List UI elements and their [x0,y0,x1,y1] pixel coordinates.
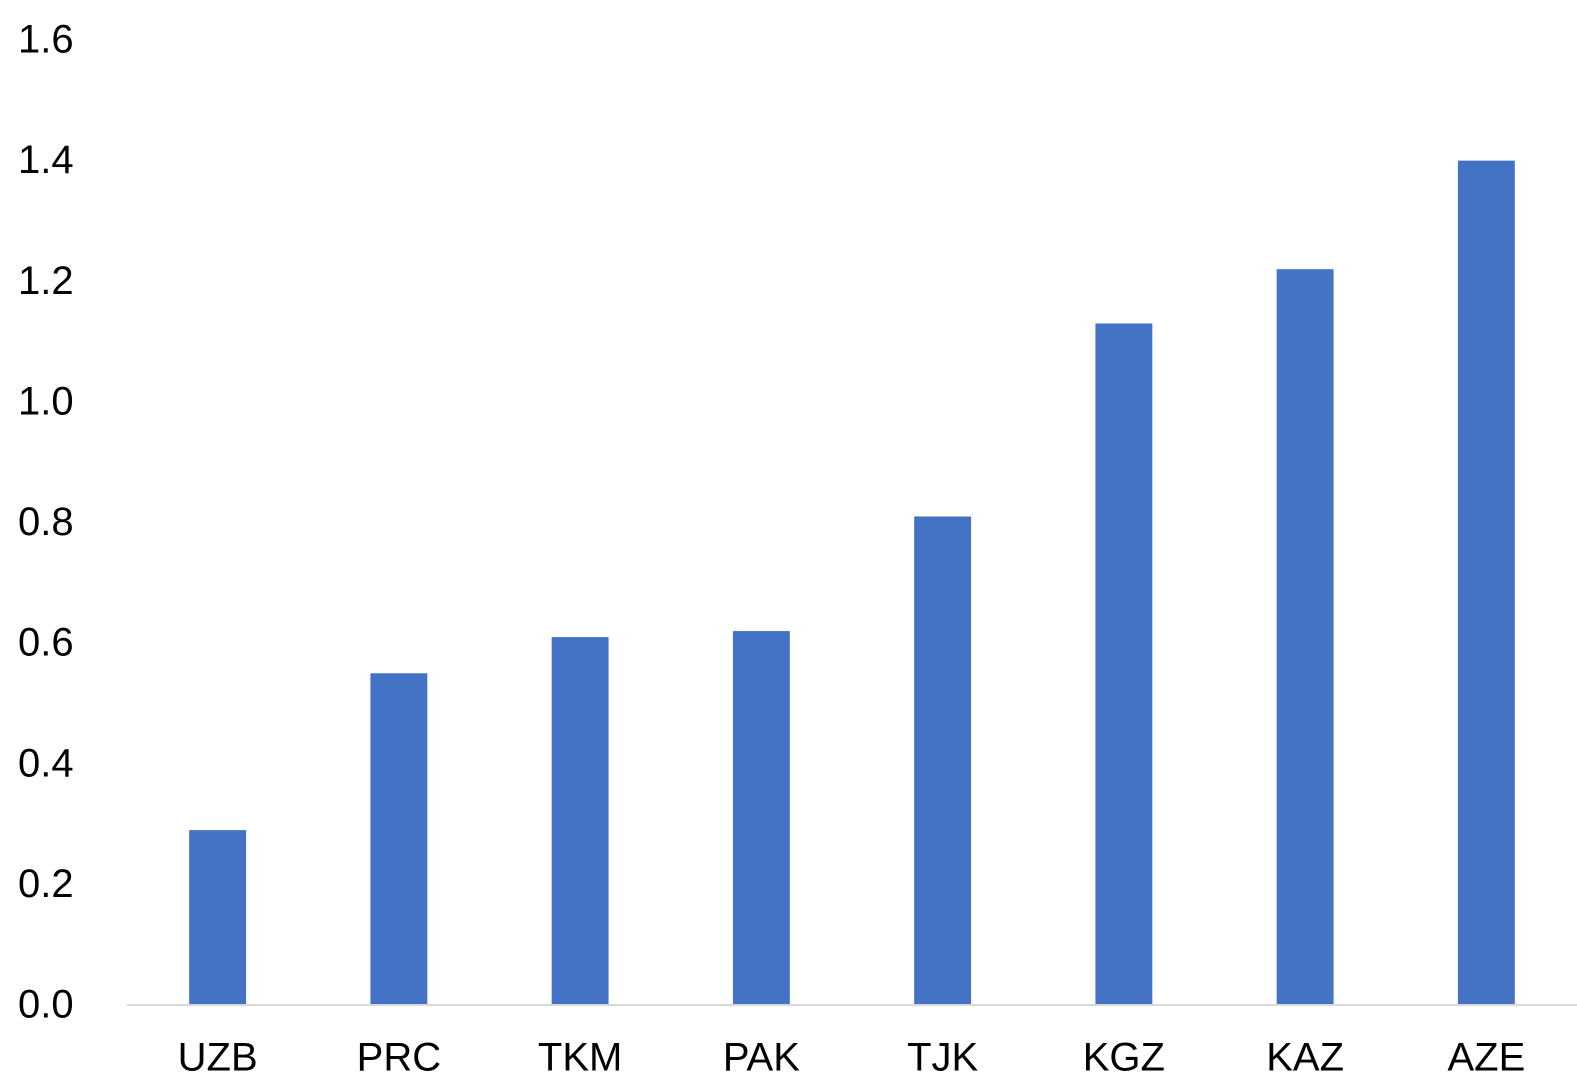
x-tick-label: KAZ [1266,1036,1344,1080]
x-tick-label: PAK [723,1036,800,1080]
bar [551,637,609,1005]
y-tick-label: 0.4 [18,741,74,785]
bar [189,830,247,1005]
y-tick-label: 1.4 [18,138,74,182]
y-tick-label: 1.0 [18,379,74,423]
bar [1457,160,1515,1005]
y-tick-label: 1.6 [18,18,74,62]
bar [1095,323,1153,1005]
y-tick-label: 0.6 [18,621,74,665]
x-tick-label: PRC [357,1036,441,1080]
bar [914,516,972,1005]
x-tick-label: UZB [178,1036,258,1080]
y-tick-label: 1.2 [18,259,74,303]
x-tick-label: TJK [907,1036,978,1080]
bar [732,631,790,1005]
bar [370,673,428,1005]
bar [1276,269,1334,1005]
y-tick-label: 0.8 [18,500,74,544]
x-tick-label: KGZ [1083,1036,1165,1080]
y-tick-label: 0.0 [18,983,74,1027]
y-tick-label: 0.2 [18,862,74,906]
x-tick-label: AZE [1447,1036,1525,1080]
x-tick-label: TKM [538,1036,622,1080]
